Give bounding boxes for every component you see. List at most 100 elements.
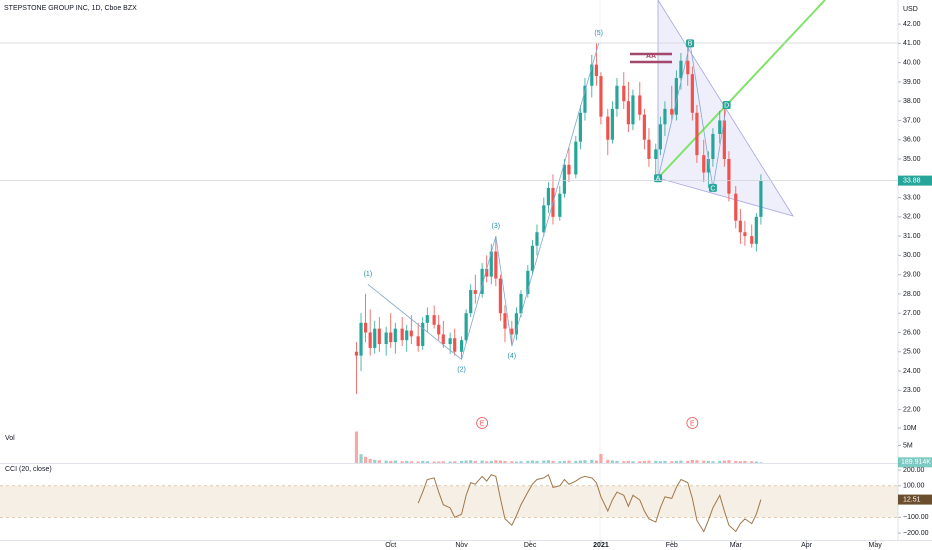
- candle-body: [679, 60, 683, 79]
- y-tick-label: 36.00: [903, 137, 921, 144]
- y-tick-label: 31.00: [903, 233, 921, 240]
- cci-tick-label: −100.00: [903, 514, 929, 521]
- candle-body: [674, 78, 678, 115]
- candle-body: [453, 338, 457, 352]
- candle-body: [469, 290, 473, 314]
- candle-body: [638, 95, 642, 115]
- volume-bar: [679, 460, 683, 463]
- wave-label: (1): [364, 271, 373, 278]
- candle-body: [373, 328, 377, 348]
- candle-body: [750, 236, 754, 244]
- y-tick-label: 41.00: [903, 40, 921, 47]
- x-tick-label: 2021: [593, 542, 609, 549]
- volume-bar: [354, 431, 359, 463]
- volume-bar: [448, 461, 452, 463]
- last-volume-box: [898, 457, 932, 468]
- y-tick-label: 32.00: [903, 214, 921, 221]
- volume-bar: [759, 462, 763, 463]
- y-tick-label: 40.00: [903, 59, 921, 66]
- volume-bar: [647, 460, 651, 463]
- candle-body: [574, 141, 578, 175]
- volume-bar: [702, 460, 706, 463]
- cci-tick-label: −200.00: [903, 530, 929, 537]
- candle-body: [642, 114, 646, 140]
- candle-body: [535, 232, 539, 246]
- volume-bar: [622, 461, 626, 463]
- volume-bar: [464, 460, 468, 463]
- y-tick-label: 39.00: [903, 79, 921, 86]
- volume-title: Vol: [5, 435, 15, 442]
- wave-label: (5): [594, 30, 603, 37]
- cci-line: [417, 473, 762, 533]
- wave-label: (4): [508, 353, 517, 360]
- volume-bar: [711, 461, 715, 463]
- volume-bar: [658, 461, 662, 463]
- candle-body: [409, 330, 413, 337]
- volume-bar: [638, 461, 642, 463]
- candle-body: [558, 193, 562, 217]
- volume-tick-label: 5M: [903, 442, 913, 449]
- volume-bar: [734, 460, 738, 463]
- y-tick-label: 38.00: [903, 98, 921, 105]
- volume-bar: [558, 461, 562, 463]
- y-tick-label: 30.00: [903, 252, 921, 259]
- volume-bar: [494, 460, 498, 463]
- candle-body: [654, 149, 658, 160]
- abcd-marker: [722, 101, 731, 110]
- volume-bar: [437, 461, 441, 463]
- volume-bar: [615, 460, 619, 463]
- volume-bar: [514, 461, 519, 463]
- candle-body: [610, 108, 614, 140]
- volume-bar: [654, 460, 658, 463]
- volume-bar: [469, 460, 473, 463]
- candle-body: [425, 315, 429, 323]
- volume-bar: [363, 456, 368, 463]
- abcd-label: B: [688, 41, 693, 48]
- wave-line: [367, 43, 600, 361]
- last-price-label: 33.88: [903, 177, 921, 184]
- x-tick-label: Mar: [730, 542, 743, 549]
- volume-bar: [389, 460, 393, 463]
- abcd-label: D: [724, 102, 729, 109]
- candle-body: [546, 187, 550, 206]
- volume-bar: [674, 460, 678, 463]
- candle-body: [663, 108, 667, 125]
- volume-bar: [384, 460, 388, 463]
- volume-bar: [594, 460, 598, 463]
- candle-body: [498, 278, 503, 314]
- volume-bar: [583, 460, 587, 463]
- volume-bar: [498, 460, 503, 463]
- candle-body: [594, 64, 598, 77]
- volume-bar: [432, 461, 436, 463]
- candle-body: [631, 95, 635, 125]
- candle-body: [400, 328, 404, 341]
- candle-body: [480, 268, 484, 294]
- y-tick-label: 37.00: [903, 117, 921, 124]
- earnings-label: E: [480, 420, 485, 427]
- y-tick-label: 42.00: [903, 21, 921, 28]
- candle-body: [514, 313, 519, 335]
- candle-body: [393, 328, 397, 343]
- cci-tick-label: 100.00: [903, 483, 925, 490]
- volume-bar: [503, 460, 507, 463]
- volume-bar: [610, 460, 614, 463]
- cci-title: CCI (20, close): [5, 466, 52, 473]
- candle-body: [578, 112, 582, 142]
- candle-body: [530, 245, 535, 271]
- candle-body: [359, 322, 363, 356]
- volume-bar: [473, 460, 477, 463]
- y-tick-label: 35.00: [903, 156, 921, 163]
- volume-bar: [546, 460, 550, 463]
- chart-title: STEPSTONE GROUP INC, 1D, Cboe BZX: [4, 5, 137, 12]
- volume-bar: [530, 460, 535, 463]
- y-tick-label: 28.00: [903, 291, 921, 298]
- x-tick-label: Nov: [455, 542, 468, 549]
- candle-body: [695, 112, 699, 156]
- candle-body: [658, 124, 662, 150]
- volume-bar: [690, 459, 694, 463]
- candle-body: [405, 330, 409, 341]
- x-tick-label: May: [869, 542, 883, 549]
- candle-body: [734, 193, 738, 221]
- candle-body: [489, 251, 493, 277]
- last-volume-label: 189.914K: [901, 459, 931, 466]
